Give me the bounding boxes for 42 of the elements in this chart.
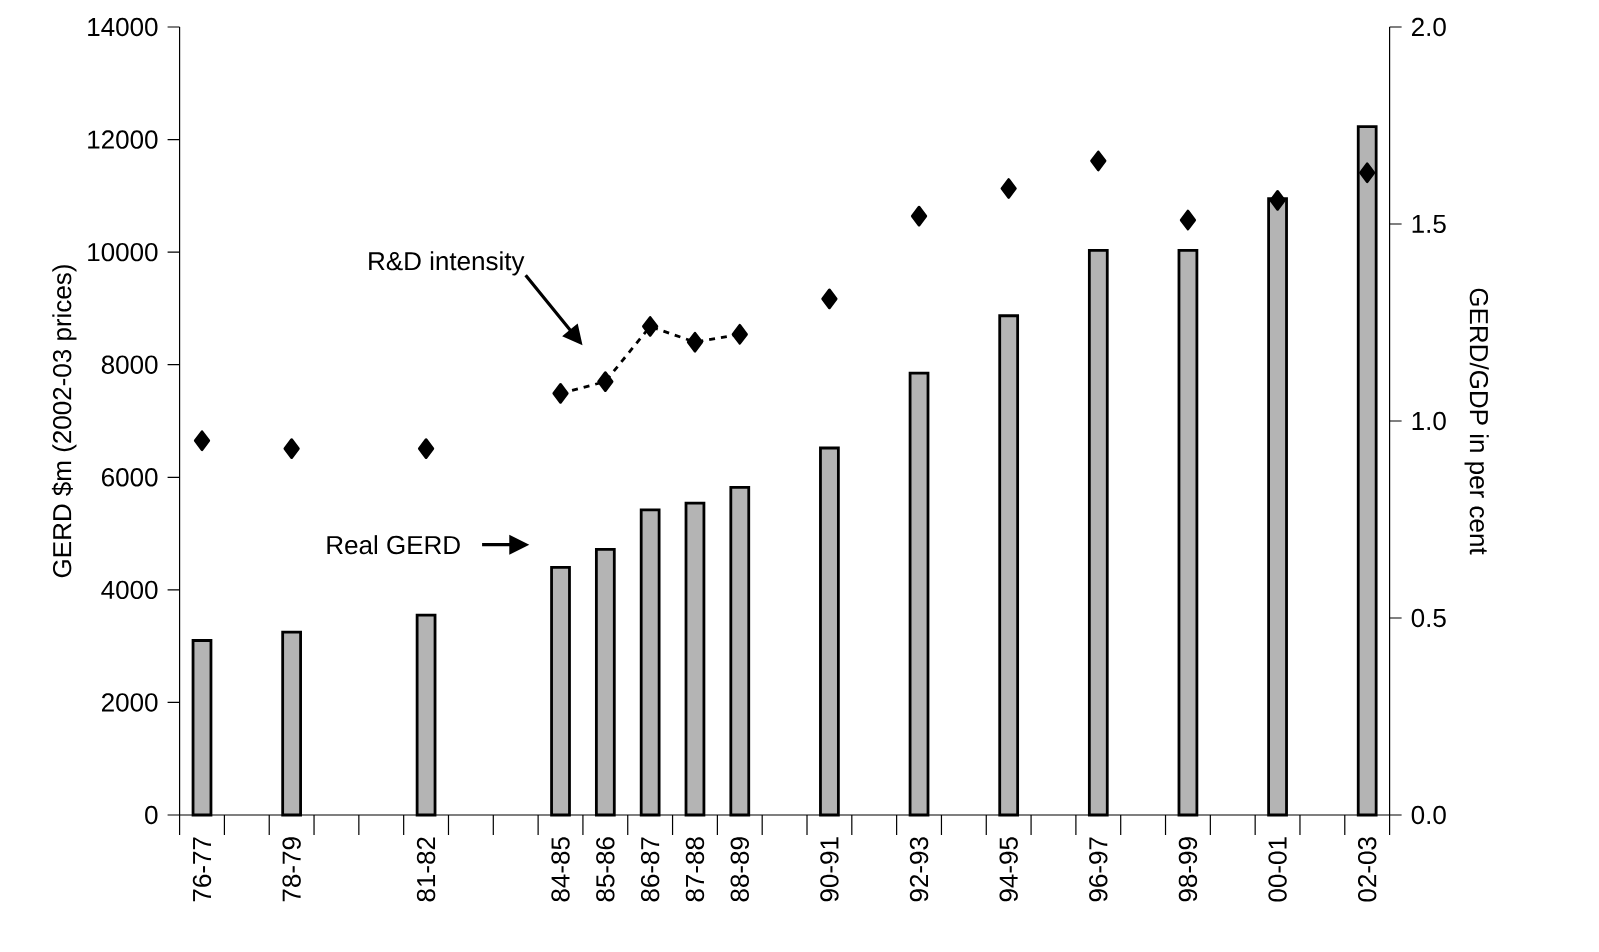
y-tick-label: 2000: [102, 693, 158, 712]
y-tick-label: 8000: [101, 355, 158, 374]
point: [417, 438, 435, 459]
x-tick-label: 88-89: [730, 837, 749, 902]
x-tick-label: 86-87: [640, 837, 660, 902]
x-tick-label: 98-99: [1178, 837, 1198, 902]
y2-tick-label: 2.0: [1411, 17, 1446, 37]
point: [910, 205, 928, 227]
y-axis-title: GERD $m (2002-03 prices): [51, 265, 77, 578]
x-tick-label: 78-79: [282, 837, 301, 902]
point: [821, 288, 838, 310]
y-tick-label: 4000: [101, 580, 158, 600]
y-tick-label: 10000: [88, 242, 158, 262]
y2-tick-label: 0.5: [1411, 608, 1446, 628]
y2-tick-label: 0.0: [1411, 805, 1446, 825]
point: [1179, 209, 1197, 231]
annotation: R&D intensity: [369, 251, 525, 276]
y-tick-label: 12000: [88, 130, 158, 149]
x-tick-label: 92-93: [909, 837, 929, 902]
x-tick-label: 94-95: [999, 837, 1018, 902]
x-tick-label: 87-88: [685, 837, 705, 902]
x-tick-label: 85-86: [596, 837, 615, 902]
point: [1000, 178, 1017, 199]
x-tick-label: 02-03: [1357, 837, 1377, 902]
x-tick-label: 76-77: [192, 837, 212, 902]
point: [1359, 162, 1376, 184]
x-tick-label: 96-97: [1089, 837, 1108, 902]
x-tick-label: 00-01: [1268, 837, 1287, 902]
x-tick-label: 84-85: [551, 837, 570, 902]
y-tick-label: 14000: [88, 17, 158, 37]
point: [283, 438, 300, 459]
point: [193, 430, 211, 452]
x-tick-label: 90-91: [820, 837, 839, 902]
point: [1269, 189, 1286, 211]
x-tick-label: 81-82: [416, 837, 436, 902]
y-tick-label: 6000: [102, 468, 158, 487]
y-tick-label: 0: [145, 805, 158, 825]
point: [1090, 150, 1107, 172]
y2-axis-title: GERD/GDP in per cent: [1464, 288, 1489, 555]
y2-tick-label: 1.5: [1412, 214, 1446, 234]
y2-tick-label: 1.0: [1412, 411, 1446, 431]
annotation: Real GERD: [327, 535, 460, 555]
